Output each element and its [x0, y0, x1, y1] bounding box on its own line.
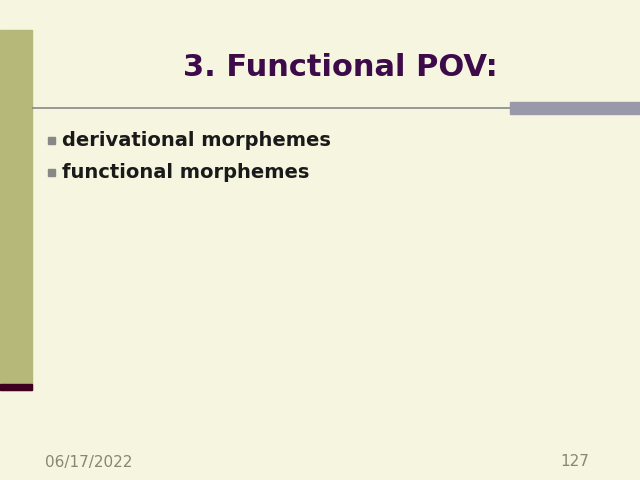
Text: 127: 127 — [560, 455, 589, 469]
Text: derivational morphemes: derivational morphemes — [62, 131, 331, 149]
Bar — [48, 168, 55, 176]
Bar — [48, 136, 55, 144]
Bar — [0, 384, 32, 390]
Bar — [510, 102, 640, 114]
Bar — [0, 30, 32, 390]
Text: 06/17/2022: 06/17/2022 — [45, 455, 132, 469]
Text: functional morphemes: functional morphemes — [62, 163, 309, 181]
Text: 3. Functional POV:: 3. Functional POV: — [182, 53, 497, 83]
